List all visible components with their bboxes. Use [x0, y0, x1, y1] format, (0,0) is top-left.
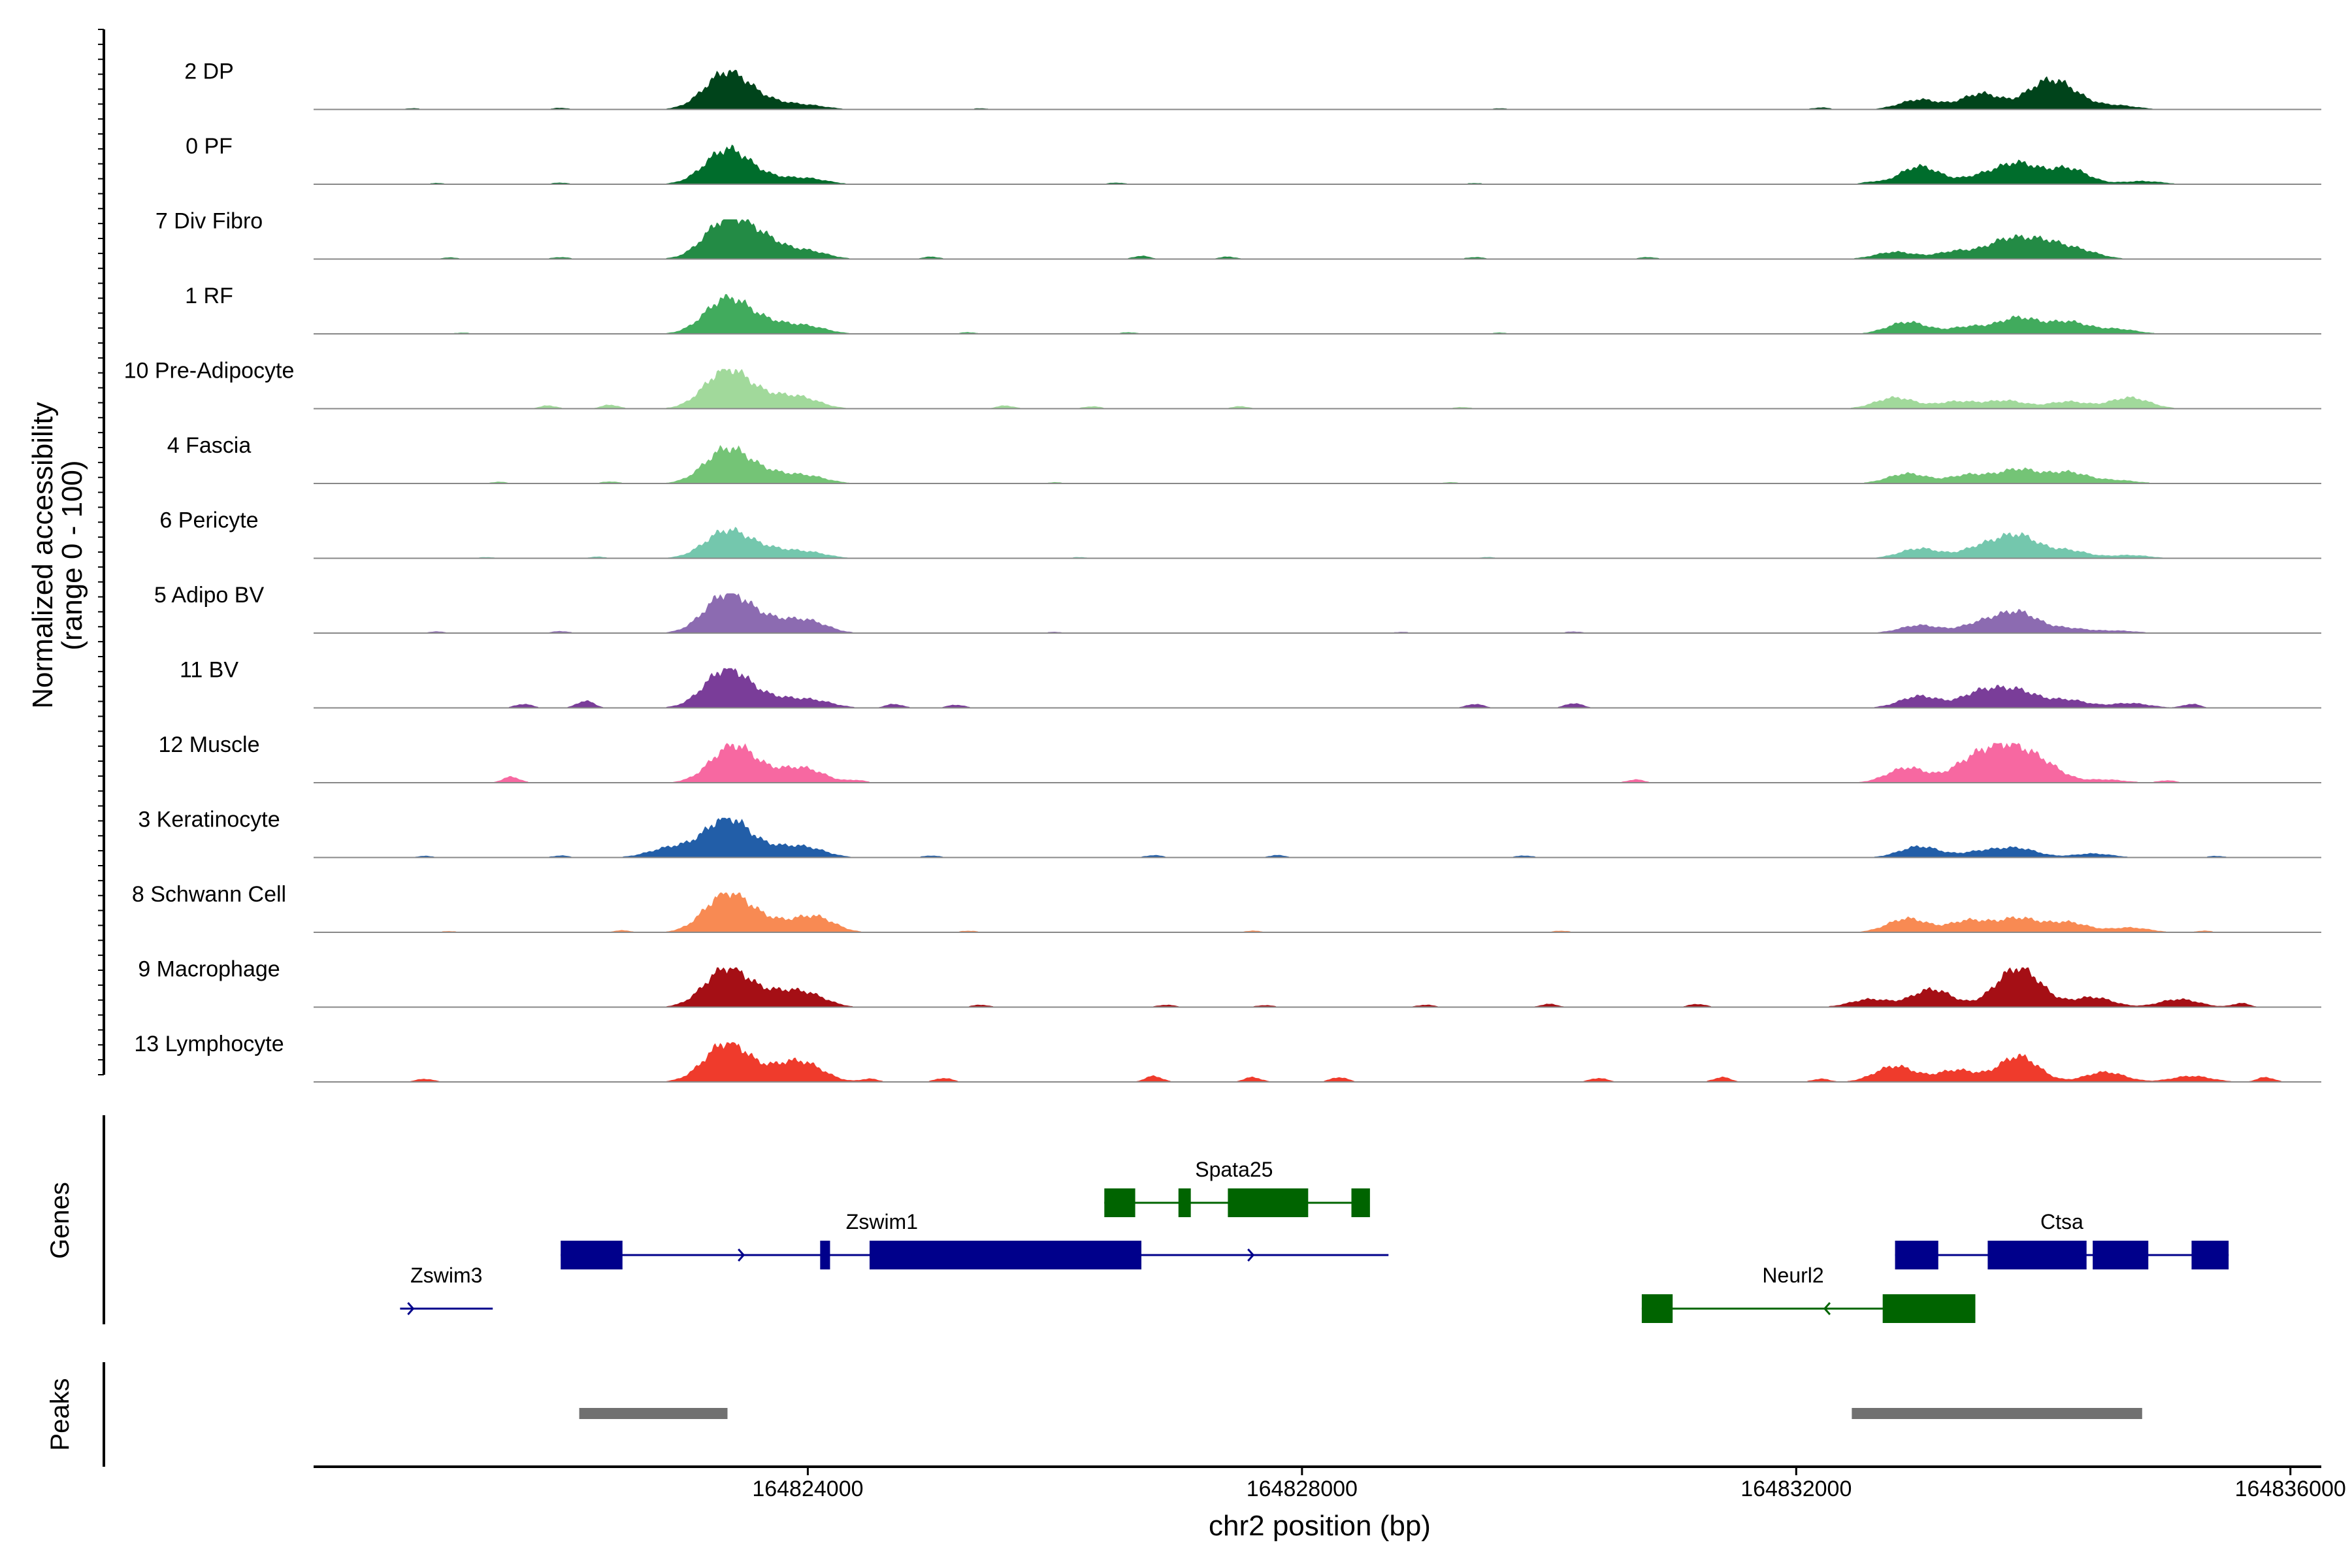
track-2: 7 Div Fibro [155, 209, 2321, 260]
track-label: 6 Pericyte [159, 508, 258, 533]
track-label: 7 Div Fibro [155, 209, 263, 234]
y-axis-title: Normalized accessibility [27, 402, 59, 708]
track-11: 8 Schwann Cell [132, 882, 2321, 933]
coverage-area [314, 593, 2321, 633]
gene-exon [561, 1241, 623, 1269]
coverage-area [314, 1042, 2321, 1082]
x-tick-label: 164832000 [1740, 1477, 1852, 1501]
track-9: 12 Muscle [159, 732, 2321, 783]
x-tick-label: 164824000 [752, 1477, 863, 1501]
x-axis: 164824000 164828000 164832000 164836000 [314, 1465, 2346, 1501]
gene-exon [1178, 1188, 1191, 1217]
gene-exon [820, 1241, 830, 1269]
track-label: 11 BV [180, 658, 238, 683]
coverage-area [314, 668, 2321, 708]
coverage-area [314, 743, 2321, 783]
track-6: 6 Pericyte [159, 508, 2321, 559]
peaks-panel-title: Peaks [46, 1378, 74, 1450]
gene-zswim1: Zswim1 [561, 1210, 1389, 1269]
track-13: 13 Lymphocyte [134, 1032, 2321, 1083]
track-label: 2 DP [184, 59, 234, 84]
strand-arrow [1281, 1196, 1289, 1209]
gene-exon [1987, 1241, 2087, 1269]
gene-ctsa: Ctsa [1895, 1210, 2229, 1269]
coverage-area [314, 527, 2321, 559]
track-5: 4 Fascia [167, 433, 2321, 484]
gene-exon [1104, 1188, 1135, 1217]
strand-arrow [1902, 1249, 1910, 1262]
coverage-tracks: 2 DP 0 PF 7 Div Fibro 1 RF 10 Pre-Adipocyte 4… [124, 59, 2321, 1083]
track-label: 3 Keratinocyte [138, 808, 280, 832]
gene-exon [1351, 1188, 1370, 1217]
gene-annotation-track: Zswim3 Zswim1 Spata25 Neurl2 Ctsa [400, 1158, 2229, 1323]
track-12: 9 Macrophage [138, 957, 2321, 1008]
gene-exon [1882, 1294, 1976, 1323]
gene-exon [2191, 1241, 2229, 1269]
x-tick-label: 164828000 [1247, 1477, 1358, 1501]
strand-arrow [1653, 1302, 1661, 1315]
gene-label: Zswim3 [410, 1264, 482, 1287]
gene-spata25: Spata25 [1104, 1158, 1370, 1217]
track-label: 8 Schwann Cell [132, 882, 286, 907]
peaks-track [579, 1408, 2142, 1419]
track-label: 12 Muscle [159, 732, 260, 757]
gene-zswim3: Zswim3 [400, 1264, 493, 1315]
coverage-area [314, 219, 2321, 259]
strand-arrow [568, 1249, 576, 1262]
peak-region [1852, 1408, 2142, 1419]
coverage-area [314, 445, 2321, 483]
strand-arrow [738, 1249, 745, 1262]
peak-region [579, 1408, 728, 1419]
gene-exon [2093, 1241, 2149, 1269]
track-7: 5 Adipo BV [154, 583, 2321, 634]
track-label: 9 Macrophage [138, 957, 280, 982]
track-10: 3 Keratinocyte [138, 808, 2321, 858]
gene-exon [1228, 1188, 1309, 1217]
gene-exon [869, 1241, 1142, 1269]
x-axis-title: chr2 position (bp) [1209, 1510, 1431, 1542]
track-1: 0 PF [186, 134, 2321, 185]
genes-panel-title: Genes [46, 1182, 74, 1259]
strand-arrow [1823, 1302, 1831, 1315]
y-axis [98, 29, 105, 1075]
strand-arrow [1077, 1249, 1085, 1262]
coverage-area [314, 69, 2321, 110]
track-label: 10 Pre-Adipocyte [124, 359, 295, 384]
track-label: 4 Fascia [167, 433, 252, 458]
strand-arrow [1111, 1196, 1119, 1209]
x-tick-label: 164836000 [2235, 1477, 2346, 1501]
y-axis-subtitle: (range 0 - 100) [56, 460, 88, 650]
coverage-area [314, 294, 2321, 334]
track-0: 2 DP [184, 59, 2321, 110]
strand-arrow [1247, 1249, 1255, 1262]
track-label: 0 PF [186, 134, 233, 159]
coverage-area [314, 817, 2321, 858]
gene-exon [1895, 1241, 1938, 1269]
coverage-area [314, 144, 2321, 184]
gene-label: Neurl2 [1762, 1264, 1823, 1287]
coverage-area [314, 967, 2321, 1007]
gene-label: Spata25 [1195, 1158, 1273, 1181]
gene-neurl2: Neurl2 [1641, 1264, 1976, 1323]
track-8: 11 BV [180, 658, 2321, 709]
strand-arrow [907, 1249, 915, 1262]
strand-arrow [407, 1302, 415, 1315]
track-label: 1 RF [185, 284, 233, 308]
strand-arrow [2072, 1249, 2080, 1262]
gene-label: Zswim1 [846, 1210, 918, 1233]
track-label: 13 Lymphocyte [134, 1032, 284, 1056]
track-3: 1 RF [185, 284, 2321, 335]
coverage-area [314, 892, 2321, 932]
track-4: 10 Pre-Adipocyte [124, 359, 2321, 410]
gene-label: Ctsa [2040, 1210, 2083, 1233]
track-label: 5 Adipo BV [154, 583, 265, 608]
gene-exon [1641, 1294, 1673, 1323]
coverage-area [314, 368, 2321, 409]
